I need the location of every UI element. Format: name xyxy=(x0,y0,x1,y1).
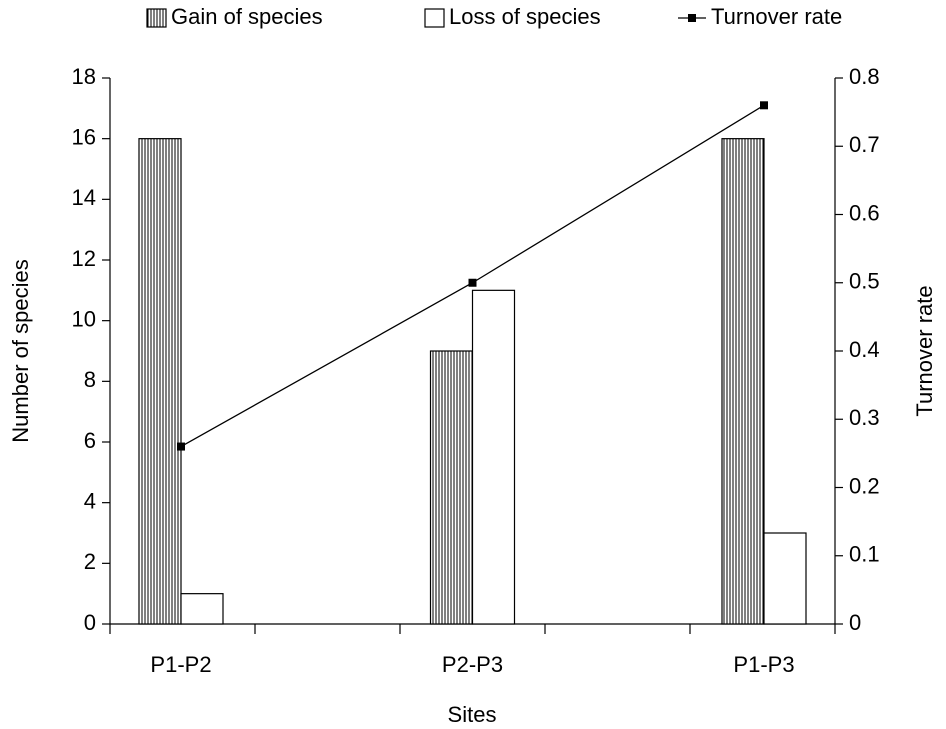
x-tick-label: P1-P3 xyxy=(733,652,794,677)
y2-axis-title: Turnover rate xyxy=(912,285,937,416)
y2-tick-label: 0.4 xyxy=(849,337,880,362)
legend-label: Gain of species xyxy=(171,4,323,29)
y2-tick-label: 0.6 xyxy=(849,200,880,225)
line-marker xyxy=(468,278,477,287)
x-axis-title: Sites xyxy=(448,702,497,727)
line-marker xyxy=(760,101,768,110)
bar xyxy=(138,138,182,625)
line-marker xyxy=(177,442,185,451)
y-tick-label: 6 xyxy=(84,428,96,453)
legend-swatch xyxy=(424,8,445,28)
y-tick-label: 2 xyxy=(84,549,96,574)
y-tick-label: 0 xyxy=(84,610,96,635)
legend-label: Loss of species xyxy=(449,4,601,29)
bar xyxy=(721,138,765,625)
bar xyxy=(763,532,807,625)
y-tick-label: 18 xyxy=(72,64,96,89)
y-tick-label: 8 xyxy=(84,367,96,392)
y2-tick-label: 0.1 xyxy=(849,542,880,567)
y-tick-label: 4 xyxy=(84,488,96,513)
legend-swatch xyxy=(146,8,167,28)
x-tick-label: P2-P3 xyxy=(442,652,503,677)
y-tick-label: 10 xyxy=(72,306,96,331)
y-tick-label: 14 xyxy=(72,185,96,210)
y2-tick-label: 0.2 xyxy=(849,473,880,498)
y2-tick-label: 0.8 xyxy=(849,64,880,89)
legend-marker xyxy=(688,14,696,22)
x-tick-label: P1-P2 xyxy=(150,652,211,677)
y-tick-label: 16 xyxy=(72,124,96,149)
y-tick-label: 12 xyxy=(72,246,96,271)
legend-label: Turnover rate xyxy=(711,4,842,29)
y-axis-title: Number of species xyxy=(8,259,33,442)
bar xyxy=(429,350,474,625)
bar xyxy=(180,593,224,625)
y2-tick-label: 0.5 xyxy=(849,269,880,294)
y2-tick-label: 0 xyxy=(849,610,861,635)
y2-tick-label: 0.3 xyxy=(849,405,880,430)
bar xyxy=(471,289,516,625)
y2-tick-label: 0.7 xyxy=(849,132,880,157)
